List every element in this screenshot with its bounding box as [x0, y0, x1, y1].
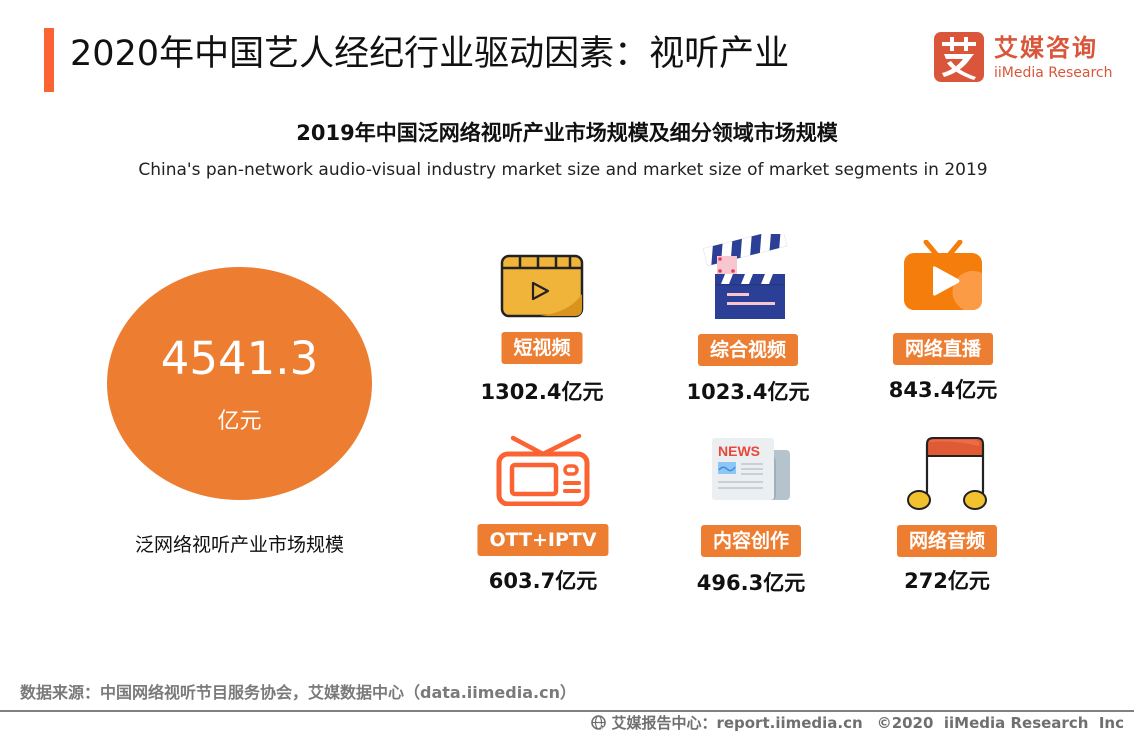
music-note-icon	[905, 436, 989, 516]
chart-title-en: China's pan-network audio-visual industr…	[138, 160, 988, 180]
logo-text-en: iiMedia Research	[994, 65, 1113, 81]
segment-value: 1302.4亿元	[480, 380, 604, 404]
segment-value: 1023.4亿元	[686, 380, 810, 404]
total-market-unit: 亿元	[217, 409, 262, 434]
segment-value: 603.7亿元	[488, 569, 598, 593]
logo-mark-icon	[934, 32, 984, 82]
report-center-link[interactable]: 艾媒报告中心：report.iimedia.cn	[611, 714, 863, 732]
title-accent-bar	[44, 28, 54, 92]
segment-label: 综合视频	[697, 334, 799, 366]
footer-bar: 艾媒报告中心：report.iimedia.cn ©2020 iiMedia Re…	[591, 713, 1124, 736]
clapperboard-icon	[702, 228, 793, 324]
segment-label: 网络音频	[896, 525, 998, 557]
segment-value: 272亿元	[904, 569, 990, 593]
logo-text-cn: 艾媒咨询	[994, 34, 1098, 62]
globe-cursor-icon	[591, 715, 608, 736]
retro-tv-icon	[495, 433, 591, 510]
segment-value: 496.3亿元	[696, 571, 806, 595]
footer-divider	[0, 710, 1134, 712]
iimedia-logo: 艾媒咨询 iiMedia Research	[934, 32, 1114, 86]
live-tv-icon	[902, 239, 984, 316]
total-market-caption: 泛网络视听产业市场规模	[134, 534, 344, 556]
total-market-value: 4541.3	[160, 332, 319, 385]
segment-label: 短视频	[501, 332, 583, 364]
segment-value: 843.4亿元	[888, 378, 998, 402]
copyright-text: ©2020 iiMedia Research Inc	[876, 714, 1124, 732]
segment-label: 内容创作	[700, 525, 802, 557]
page-title: 2020年中国艺人经纪行业驱动因素：视听产业	[70, 34, 790, 74]
total-market-circle: 4541.3 亿元	[107, 267, 372, 500]
segment-label: 网络直播	[892, 333, 994, 365]
segment-label: OTT+IPTV	[477, 524, 609, 556]
newspaper-icon: NEWS	[710, 436, 792, 506]
svg-text:NEWS: NEWS	[718, 443, 760, 459]
data-source-note: 数据来源：中国网络视听节目服务协会，艾媒数据中心（data.iimedia.cn…	[20, 683, 576, 702]
short-video-icon	[500, 254, 584, 322]
chart-title-cn: 2019年中国泛网络视听产业市场规模及细分领域市场规模	[296, 121, 838, 145]
